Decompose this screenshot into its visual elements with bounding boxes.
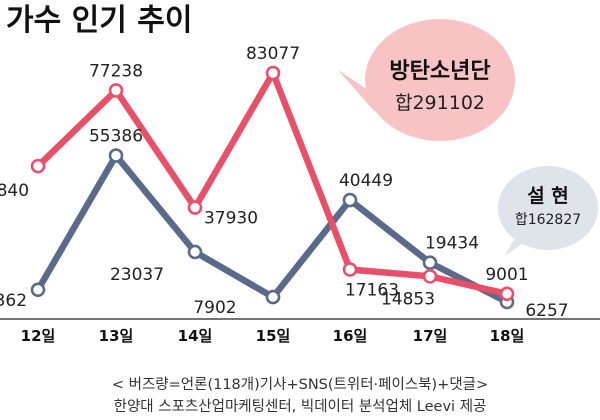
data-label-s0-3: 83077 — [246, 44, 300, 64]
data-point-s1-1 — [108, 148, 124, 163]
data-point-s0-1 — [108, 83, 124, 98]
data-label-s1-5: 19434 — [425, 234, 479, 254]
x-tick-label-4: 16일 — [333, 327, 368, 345]
data-point-s1-4 — [342, 192, 358, 208]
data-point-s0-3 — [265, 65, 281, 81]
x-tick-label-0: 12일 — [21, 327, 56, 345]
chart-title: 가수 인기 추이 — [6, 3, 193, 38]
data-point-s1-2 — [187, 244, 203, 260]
data-label-s1-1: 55386 — [89, 127, 143, 147]
data-label-s1-4: 40449 — [339, 171, 393, 191]
footnote-definition: < 버즈량=언론(118개)기사+SNS(트위터·페이스북)+댓글> — [112, 376, 488, 393]
data-point-s1-0 — [30, 282, 46, 298]
x-axis-labels: 12일 13일 14일 15일 16일 17일 18일 — [21, 327, 525, 345]
data-point-s1-5 — [422, 255, 438, 271]
x-tick-label-1: 13일 — [99, 327, 134, 345]
bubble-bts-total: 합291102 — [395, 92, 485, 114]
data-label-s0-6: 9001 — [485, 265, 528, 285]
bubble-series-bts: 방탄소년단 합291102 — [338, 19, 515, 141]
data-label-s0-5: 14853 — [381, 289, 435, 309]
data-label-s0-1: 77238 — [89, 61, 143, 81]
series-points — [30, 65, 515, 310]
x-tick-label-5: 17일 — [413, 327, 448, 345]
data-labels: 10362 55386 23037 7902 40449 19434 6257 51840 77… — [0, 44, 569, 321]
x-tick-label-3: 15일 — [256, 327, 291, 345]
x-tick-label-2: 14일 — [178, 327, 213, 345]
data-label-s1-3: 7902 — [193, 298, 236, 318]
data-label-s0-4: 17163 — [345, 280, 399, 300]
data-point-s0-6 — [499, 286, 515, 302]
footnote-source: 한양대 스포츠산업마케팅센터, 빅데이터 분석업체 Leevi 제공 — [114, 398, 487, 415]
bubble-seolhyun-total: 합162827 — [515, 212, 581, 228]
data-label-s0-2: 37930 — [204, 209, 258, 229]
data-label-s1-0: 10362 — [0, 291, 27, 311]
data-point-s0-5 — [422, 269, 438, 284]
data-point-s0-4 — [342, 262, 358, 277]
bubble-series-seolhyun: 설 현 합162827 — [498, 166, 598, 256]
data-label-s1-6: 6257 — [525, 301, 568, 321]
data-label-s0-0: 51840 — [0, 181, 29, 201]
data-label-s1-2: 23037 — [110, 265, 164, 285]
bubble-bts-name: 방탄소년단 — [389, 59, 490, 84]
x-tick-label-6: 18일 — [490, 327, 525, 345]
data-point-s1-3 — [265, 289, 281, 305]
data-point-s0-2 — [187, 200, 203, 215]
data-point-s0-0 — [30, 158, 46, 174]
bubble-seolhyun-name: 설 현 — [527, 185, 569, 207]
